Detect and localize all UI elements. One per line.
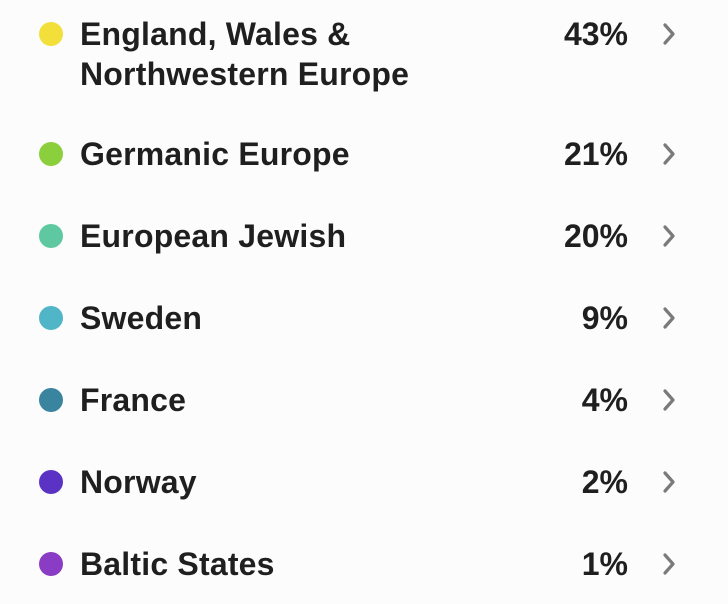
region-name: Norway xyxy=(80,464,197,500)
region-color-dot xyxy=(39,306,63,330)
chevron-right-icon[interactable] xyxy=(661,22,677,46)
region-row-england-wales-nw-europe[interactable]: England, Wales & Northwestern Europe 43% xyxy=(0,14,728,94)
region-percent: 9% xyxy=(581,300,628,336)
region-percent: 4% xyxy=(581,382,628,418)
chevron-right-icon[interactable] xyxy=(661,470,677,494)
region-row-european-jewish[interactable]: European Jewish 20% xyxy=(0,216,728,276)
region-row-germanic-europe[interactable]: Germanic Europe 21% xyxy=(0,134,728,194)
region-color-dot xyxy=(39,470,63,494)
ethnicity-estimate-list: England, Wales & Northwestern Europe 43%… xyxy=(0,14,728,582)
region-color-dot xyxy=(39,224,63,248)
region-row-baltic-states[interactable]: Baltic States 1% xyxy=(0,544,728,604)
chevron-right-icon[interactable] xyxy=(661,306,677,330)
region-percent: 20% xyxy=(563,218,628,254)
region-name: European Jewish xyxy=(80,218,347,254)
region-color-dot xyxy=(39,552,63,576)
region-name: Baltic States xyxy=(80,546,275,582)
region-percent: 43% xyxy=(563,16,628,52)
region-percent: 2% xyxy=(581,464,628,500)
chevron-right-icon[interactable] xyxy=(661,388,677,412)
chevron-right-icon[interactable] xyxy=(661,224,677,248)
region-color-dot xyxy=(39,388,63,412)
region-name-line2: Northwestern Europe xyxy=(80,56,410,92)
region-name: Germanic Europe xyxy=(80,136,350,172)
region-color-dot xyxy=(39,142,63,166)
region-row-norway[interactable]: Norway 2% xyxy=(0,462,728,522)
region-color-dot xyxy=(39,22,63,46)
region-percent: 21% xyxy=(563,136,628,172)
region-percent: 1% xyxy=(581,546,628,582)
chevron-right-icon[interactable] xyxy=(661,142,677,166)
region-name: Sweden xyxy=(80,300,203,336)
region-name: England, Wales & Northwestern Europe xyxy=(80,14,520,94)
region-name-line1: England, Wales & xyxy=(80,16,351,52)
chevron-right-icon[interactable] xyxy=(661,552,677,576)
region-row-france[interactable]: France 4% xyxy=(0,380,728,440)
region-row-sweden[interactable]: Sweden 9% xyxy=(0,298,728,358)
region-name: France xyxy=(80,382,187,418)
